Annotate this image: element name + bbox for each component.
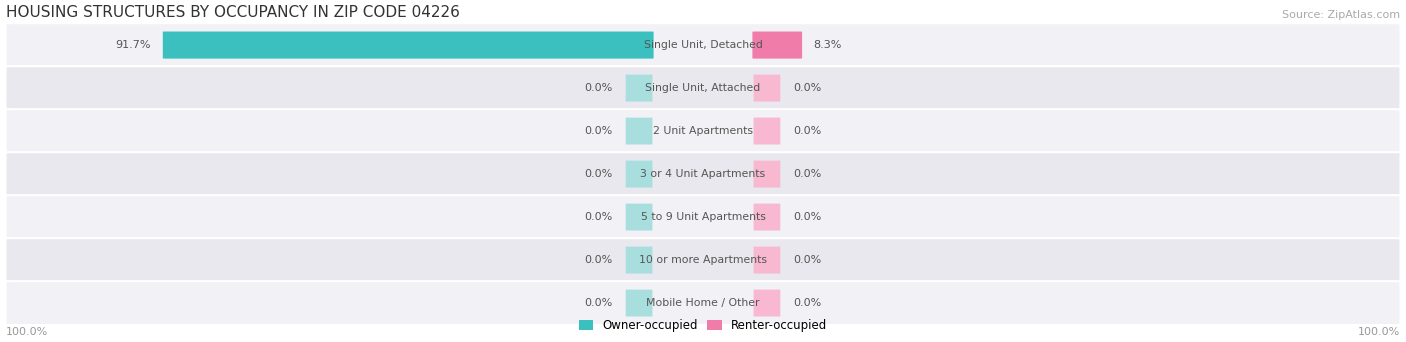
FancyBboxPatch shape	[6, 238, 1400, 282]
Text: 100.0%: 100.0%	[6, 327, 48, 337]
Text: HOUSING STRUCTURES BY OCCUPANCY IN ZIP CODE 04226: HOUSING STRUCTURES BY OCCUPANCY IN ZIP C…	[6, 5, 460, 20]
Text: 91.7%: 91.7%	[115, 40, 152, 50]
Text: Single Unit, Attached: Single Unit, Attached	[645, 83, 761, 93]
Text: 3 or 4 Unit Apartments: 3 or 4 Unit Apartments	[641, 169, 765, 179]
FancyBboxPatch shape	[754, 161, 780, 187]
Text: 0.0%: 0.0%	[793, 126, 821, 136]
Text: Source: ZipAtlas.com: Source: ZipAtlas.com	[1282, 10, 1400, 20]
FancyBboxPatch shape	[6, 66, 1400, 110]
FancyBboxPatch shape	[754, 118, 780, 145]
Text: 0.0%: 0.0%	[585, 255, 613, 265]
Text: Mobile Home / Other: Mobile Home / Other	[647, 298, 759, 308]
FancyBboxPatch shape	[626, 247, 652, 274]
Text: 5 to 9 Unit Apartments: 5 to 9 Unit Apartments	[641, 212, 765, 222]
FancyBboxPatch shape	[163, 31, 654, 58]
FancyBboxPatch shape	[6, 152, 1400, 196]
Text: 8.3%: 8.3%	[814, 40, 842, 50]
Text: 0.0%: 0.0%	[793, 83, 821, 93]
FancyBboxPatch shape	[6, 195, 1400, 239]
Text: 0.0%: 0.0%	[793, 212, 821, 222]
FancyBboxPatch shape	[626, 118, 652, 145]
Text: 0.0%: 0.0%	[585, 169, 613, 179]
FancyBboxPatch shape	[626, 290, 652, 317]
FancyBboxPatch shape	[626, 203, 652, 231]
Legend: Owner-occupied, Renter-occupied: Owner-occupied, Renter-occupied	[574, 314, 832, 337]
Text: 100.0%: 100.0%	[1358, 327, 1400, 337]
FancyBboxPatch shape	[754, 203, 780, 231]
FancyBboxPatch shape	[754, 290, 780, 317]
Text: 0.0%: 0.0%	[585, 298, 613, 308]
FancyBboxPatch shape	[6, 23, 1400, 67]
FancyBboxPatch shape	[626, 161, 652, 187]
FancyBboxPatch shape	[6, 281, 1400, 325]
Text: 0.0%: 0.0%	[793, 169, 821, 179]
Text: 0.0%: 0.0%	[585, 83, 613, 93]
FancyBboxPatch shape	[752, 31, 801, 58]
FancyBboxPatch shape	[754, 247, 780, 274]
Text: Single Unit, Detached: Single Unit, Detached	[644, 40, 762, 50]
Text: 10 or more Apartments: 10 or more Apartments	[638, 255, 768, 265]
FancyBboxPatch shape	[6, 109, 1400, 153]
Text: 0.0%: 0.0%	[793, 298, 821, 308]
Text: 2 Unit Apartments: 2 Unit Apartments	[652, 126, 754, 136]
FancyBboxPatch shape	[754, 75, 780, 102]
FancyBboxPatch shape	[626, 75, 652, 102]
Text: 0.0%: 0.0%	[793, 255, 821, 265]
Text: 0.0%: 0.0%	[585, 126, 613, 136]
Text: 0.0%: 0.0%	[585, 212, 613, 222]
